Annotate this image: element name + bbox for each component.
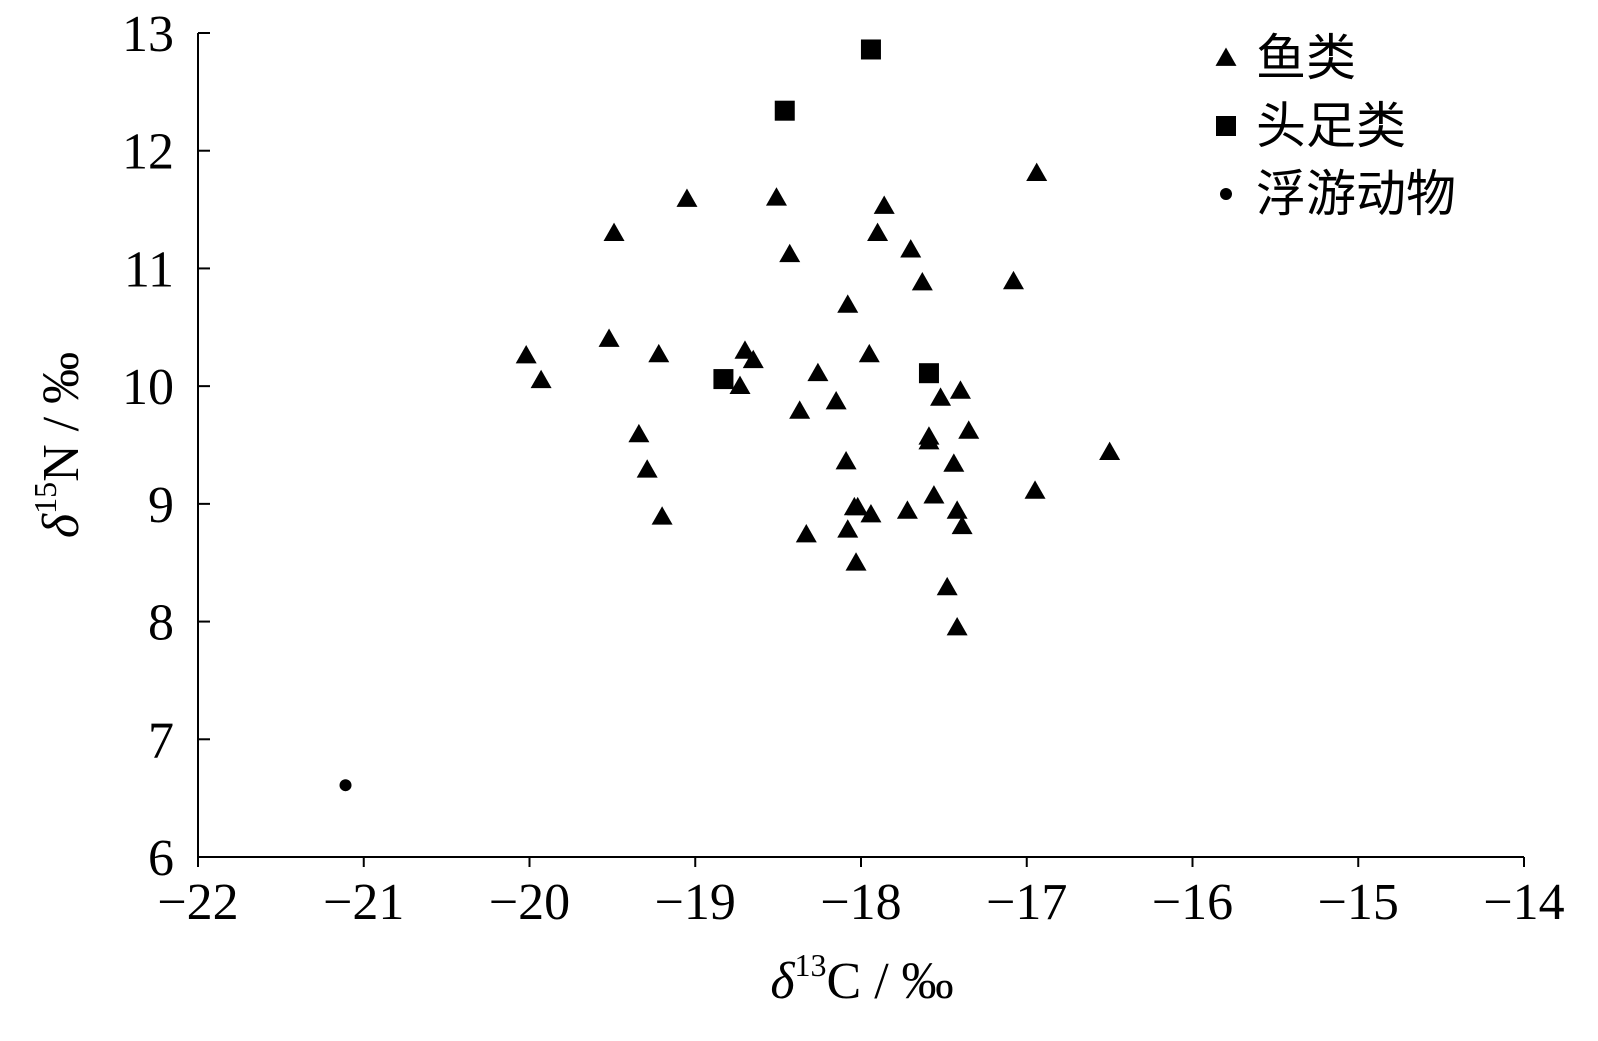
x-tick-label: −21 — [323, 874, 404, 931]
triangle-point — [1099, 441, 1121, 460]
square-point — [918, 363, 939, 384]
triangle-point — [923, 485, 945, 504]
y-tick-label: 7 — [148, 712, 174, 769]
x-tick-label: −22 — [157, 874, 238, 931]
triangle-point — [896, 500, 918, 519]
triangle-point — [873, 195, 895, 214]
triangle-point — [835, 450, 857, 470]
triangle-point — [628, 423, 650, 443]
data-marks — [339, 39, 1121, 792]
triangle-point — [918, 426, 940, 445]
axes: −22 −21 −20 −19 −18 −17 −16 −15 −14 6 7 8 9 10 11 12 13 — [122, 6, 1565, 931]
triangle-point — [807, 362, 829, 382]
legend-label: 头足类 — [1256, 98, 1406, 154]
triangle-point — [795, 523, 817, 543]
triangle-point — [958, 420, 980, 439]
legend-marker-triangle — [1215, 47, 1237, 66]
triangle-point — [847, 496, 869, 516]
triangle-point — [779, 243, 801, 263]
triangle-point — [1024, 480, 1046, 499]
x-tick-label: −15 — [1318, 874, 1399, 931]
y-tick-label: 12 — [122, 124, 174, 181]
triangle-point — [951, 515, 973, 535]
x-tick-label: −17 — [986, 874, 1067, 931]
legend-label: 鱼类 — [1256, 30, 1356, 86]
y-tick-label: 6 — [148, 830, 174, 887]
legend-marker-square — [1216, 116, 1236, 136]
x-tick-label: −20 — [489, 874, 570, 931]
legend-label: 浮游动物 — [1256, 166, 1456, 222]
x-axis-title: δ13C / ‰ — [770, 947, 953, 1010]
triangle-point — [860, 503, 882, 523]
triangle-point — [900, 239, 922, 258]
triangle-point — [765, 187, 787, 206]
triangle-point — [946, 500, 968, 519]
triangle-point — [734, 340, 756, 359]
series-triangle — [515, 162, 1121, 636]
triangle-point — [845, 552, 867, 571]
triangle-point — [930, 387, 952, 406]
triangle-point — [729, 375, 751, 395]
legend-marker-circle — [1220, 188, 1232, 200]
x-tick-label: −14 — [1483, 874, 1564, 931]
square-point — [774, 100, 795, 121]
triangle-point — [515, 345, 537, 364]
x-tick-label: −18 — [820, 874, 901, 931]
triangle-point — [837, 519, 859, 538]
triangle-point — [598, 328, 620, 347]
triangle-point — [676, 188, 698, 207]
y-tick-label: 10 — [122, 359, 174, 416]
triangle-point — [603, 222, 625, 241]
triangle-point — [837, 294, 859, 313]
y-tick-label: 11 — [124, 241, 174, 298]
y-tick-label: 9 — [148, 477, 174, 534]
circle-point — [339, 779, 352, 792]
triangle-point — [867, 222, 889, 241]
square-point — [860, 39, 881, 60]
triangle-point — [858, 343, 880, 363]
triangle-point — [949, 380, 971, 399]
triangle-point — [789, 400, 811, 419]
triangle-point — [648, 343, 670, 363]
y-axis-title: δ15N / ‰ — [27, 352, 90, 538]
triangle-point — [825, 390, 847, 410]
triangle-point — [936, 576, 958, 596]
y-tick-label: 8 — [148, 595, 174, 652]
series-circle — [339, 779, 352, 792]
x-tick-label: −19 — [655, 874, 736, 931]
triangle-point — [636, 459, 658, 478]
triangle-point — [1026, 162, 1048, 181]
triangle-point — [943, 453, 965, 472]
x-tick-label: −16 — [1152, 874, 1233, 931]
triangle-point — [651, 506, 673, 525]
triangle-point — [1002, 270, 1024, 290]
triangle-point — [946, 616, 968, 636]
triangle-point — [911, 272, 933, 291]
series-square — [713, 39, 939, 390]
y-tick-label: 13 — [122, 6, 174, 63]
triangle-point — [530, 369, 552, 389]
square-point — [713, 369, 734, 390]
triangle-point — [742, 349, 764, 369]
